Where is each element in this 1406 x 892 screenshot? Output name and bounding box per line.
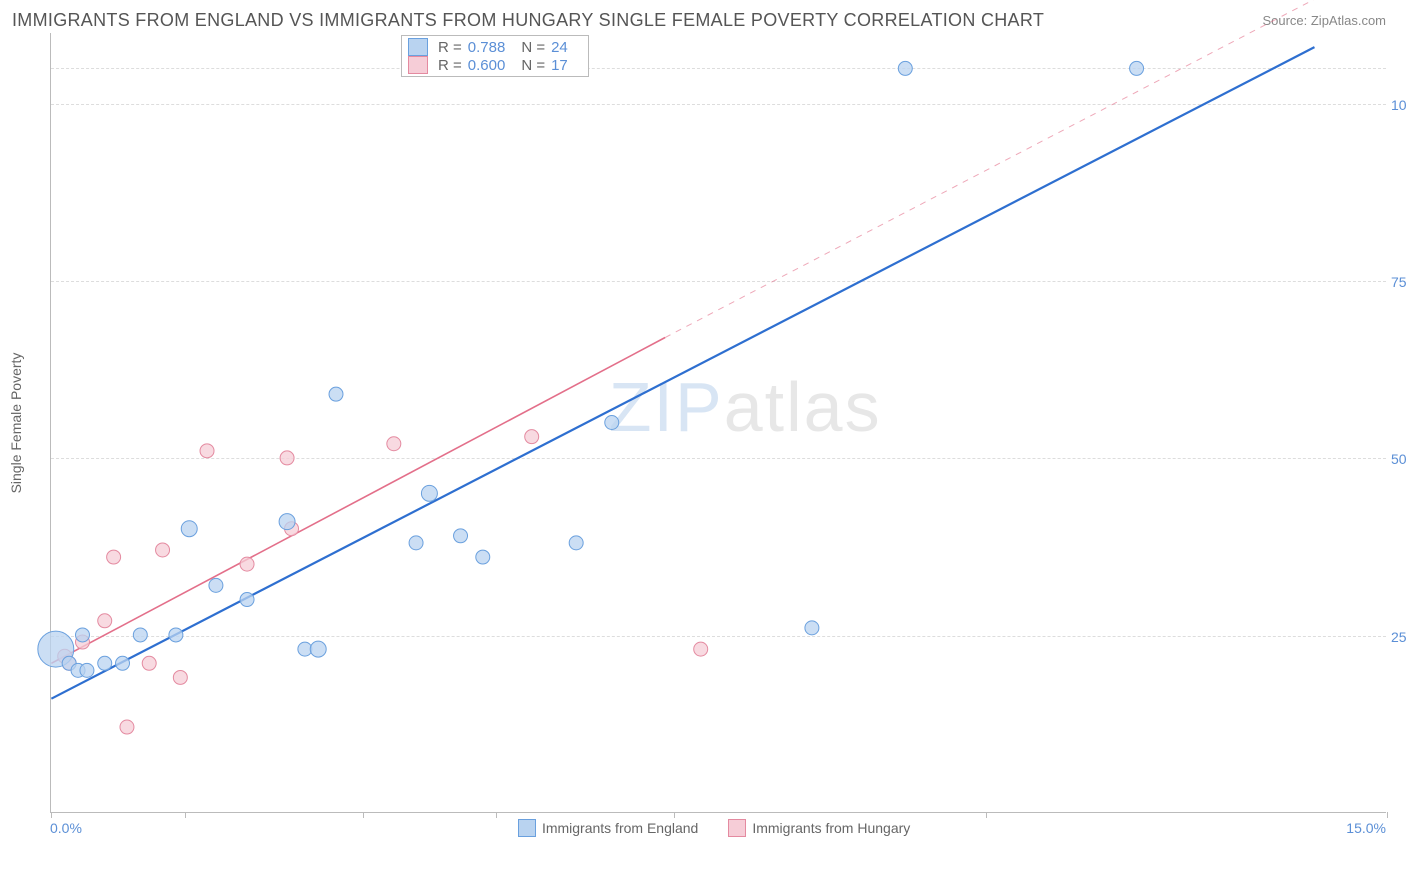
legend-row-england: R = 0.788 N = 24 (408, 38, 578, 56)
legend-swatch-england (518, 819, 536, 837)
chart-header: IMMIGRANTS FROM ENGLAND VS IMMIGRANTS FR… (0, 0, 1406, 33)
chart-source: Source: ZipAtlas.com (1262, 13, 1386, 28)
chart-title: IMMIGRANTS FROM ENGLAND VS IMMIGRANTS FR… (12, 10, 1044, 31)
legend-r-label: R = (438, 57, 462, 74)
legend-label-england: Immigrants from England (542, 820, 698, 836)
chart-plot-area: Single Female Poverty 25.0%50.0%75.0%100… (50, 33, 1386, 813)
legend-item-hungary: Immigrants from Hungary (728, 819, 910, 837)
x-axis-min-label: 0.0% (50, 820, 82, 836)
correlation-legend: R = 0.788 N = 24 R = 0.600 N = 17 (401, 35, 589, 77)
legend-r-label: R = (438, 39, 462, 56)
series-legend: Immigrants from England Immigrants from … (518, 819, 910, 837)
y-tick-label: 100.0% (1391, 97, 1406, 113)
y-tick-label: 75.0% (1391, 274, 1406, 290)
legend-swatch-hungary (408, 56, 428, 74)
y-tick-label: 25.0% (1391, 629, 1406, 645)
legend-r-value: 0.600 (468, 57, 506, 74)
legend-row-hungary: R = 0.600 N = 17 (408, 56, 578, 74)
legend-n-label: N = (521, 57, 545, 74)
x-axis-row: 0.0% Immigrants from England Immigrants … (50, 819, 1386, 837)
legend-swatch-england (408, 38, 428, 56)
legend-r-value: 0.788 (468, 39, 506, 56)
x-axis-max-label: 15.0% (1346, 820, 1386, 836)
legend-swatch-hungary (728, 819, 746, 837)
scatter-plot (51, 33, 1386, 812)
legend-label-hungary: Immigrants from Hungary (752, 820, 910, 836)
legend-n-value: 24 (551, 39, 568, 56)
legend-n-value: 17 (551, 57, 568, 74)
legend-n-label: N = (521, 39, 545, 56)
y-tick-label: 50.0% (1391, 451, 1406, 467)
y-axis-label: Single Female Poverty (8, 352, 24, 493)
legend-item-england: Immigrants from England (518, 819, 698, 837)
